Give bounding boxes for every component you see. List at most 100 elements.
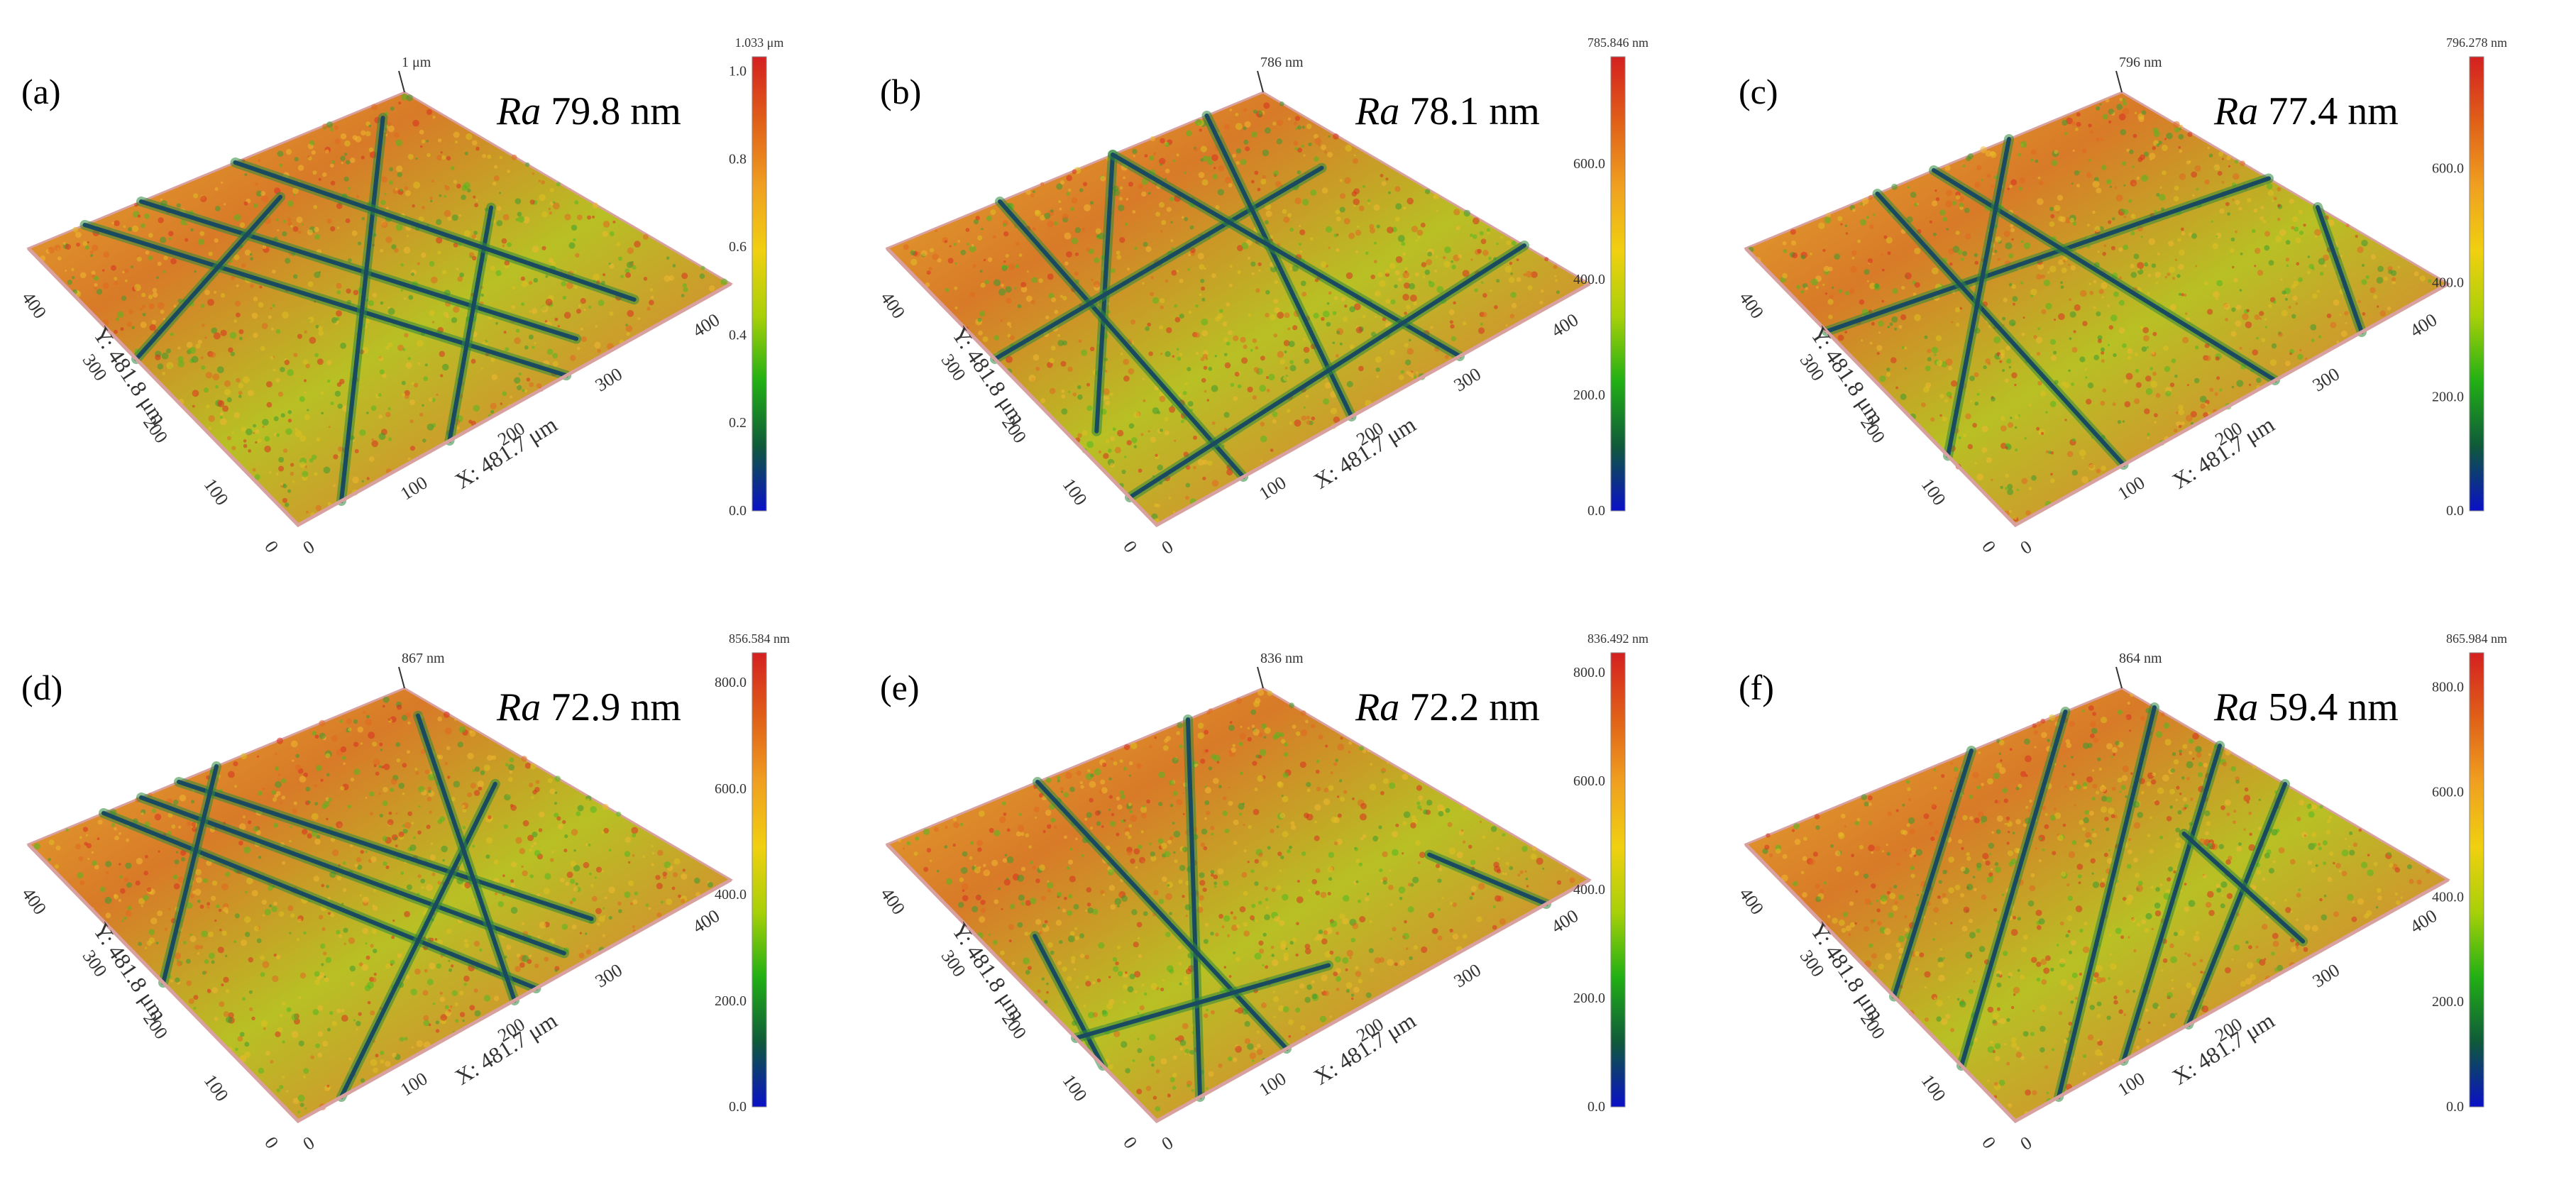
peak-marker [1257, 666, 1264, 689]
surface-texture [33, 696, 713, 1114]
scratch-groove [998, 199, 1245, 479]
scratch-groove [416, 713, 517, 1003]
panel-f: 864 nm 0 100 200 300 400 0 100 200 300 400 X: 481.7… [1717, 596, 2576, 1192]
peak-marker [1257, 70, 1264, 93]
ra-value: 77.4 nm [2268, 89, 2399, 133]
colorbar-tick-label: 0.0 [2446, 1099, 2464, 1115]
surface-edge [27, 247, 732, 528]
colorbar-max-label: 785.846 nm [1587, 35, 1648, 50]
colorbar-tick-label: 0.6 [729, 239, 747, 255]
colorbar-tick-label: 0.2 [729, 415, 747, 431]
scratch-groove [139, 199, 579, 341]
colorbar-tick-label: 200.0 [715, 993, 747, 1009]
x-tick-label: 100 [1255, 1068, 1289, 1100]
ra-symbol: Ra [1355, 89, 1400, 133]
x-tick-label: 100 [1255, 472, 1289, 504]
scratch-groove [339, 781, 497, 1099]
panel-label: (e) [880, 668, 920, 707]
y-tick-label: 0 [1119, 1133, 1141, 1152]
colorbar [2469, 652, 2484, 1108]
colorbar-tick-label: 600.0 [1573, 156, 1605, 172]
scratch-groove [1932, 168, 2277, 382]
colorbar-tick-label: 800.0 [1573, 665, 1605, 680]
y-tick-label: 100 [1917, 1071, 1950, 1105]
panel-c: 796 nm 0 100 200 300 400 0 100 200 300 400 X: 481.7… [1717, 0, 2576, 596]
colorbar-tick-label: 0.0 [1587, 503, 1605, 519]
surface-edge [27, 843, 732, 1124]
scratch-groove [2316, 205, 2364, 334]
y-tick-label: 0 [1978, 537, 2000, 556]
panel-label: (b) [880, 72, 922, 111]
x-tick-label: 0 [299, 1132, 318, 1154]
colorbar-tick-label: 400.0 [715, 887, 747, 903]
surface-area [26, 687, 734, 1122]
colorbar [752, 56, 767, 512]
scratch-groove [177, 780, 594, 921]
roughness-ra-label: Ra 72.2 nm [1355, 685, 1540, 730]
surface-edge [1744, 247, 2450, 528]
x-tick-label: 0 [2017, 536, 2035, 558]
x-tick-label: 300 [2309, 363, 2343, 395]
ra-symbol: Ra [2214, 685, 2259, 729]
colorbar-tick-label: 400.0 [2432, 889, 2464, 905]
y-tick-label: 400 [18, 884, 50, 919]
y-tick-label: 400 [1735, 884, 1768, 919]
colorbar-tick-label: 600.0 [2432, 160, 2464, 176]
panel-label: (c) [1739, 72, 1778, 111]
colorbar-tick-label: 0.4 [729, 327, 747, 343]
peak-label: 796 nm [2119, 55, 2162, 70]
y-tick-label: 100 [200, 475, 233, 509]
y-tick-label: 0 [260, 1133, 282, 1152]
ra-symbol: Ra [1355, 685, 1400, 729]
scratch-groove [1128, 243, 1526, 500]
roughness-ra-label: Ra 78.1 nm [1355, 89, 1540, 134]
ra-value: 59.4 nm [2268, 685, 2399, 729]
surface-area [885, 687, 1592, 1122]
y-tick-label: 400 [876, 288, 909, 323]
x-tick-label: 400 [689, 905, 723, 937]
colorbar-tick-label: 400.0 [2432, 275, 2464, 291]
scratch-groove [233, 160, 637, 302]
y-tick-label: 400 [876, 884, 909, 919]
y-tick-label: 0 [1978, 1133, 2000, 1152]
peak-marker [2115, 666, 2123, 689]
peak-marker [2115, 70, 2123, 93]
scratch-groove [1035, 780, 1289, 1051]
colorbar-tick-label: 200.0 [1573, 387, 1605, 403]
colorbar-tick-label: 600.0 [1573, 773, 1605, 789]
x-tick-label: 300 [592, 363, 626, 395]
colorbar-tick-label: 1.0 [729, 63, 747, 79]
peak-label: 864 nm [2119, 651, 2162, 666]
peak-label: 786 nm [1260, 55, 1304, 70]
x-tick-label: 400 [2406, 309, 2440, 341]
scratch-groove [1875, 192, 2126, 467]
colorbar-tick-label: 200.0 [2432, 389, 2464, 404]
scratch-groove [1186, 717, 1202, 1099]
scratch-groove [1946, 137, 2011, 458]
y-tick-label: 100 [1917, 475, 1950, 509]
peak-marker [398, 70, 405, 93]
y-tick-label: 100 [1059, 1071, 1091, 1105]
x-tick-label: 300 [1451, 959, 1485, 991]
y-tick-label: 400 [1735, 288, 1768, 323]
colorbar-tick-label: 800.0 [2432, 680, 2464, 695]
ra-symbol: Ra [497, 89, 541, 133]
scratch-groove [1074, 963, 1331, 1040]
x-tick-label: 400 [1548, 905, 1582, 937]
y-tick-label: 100 [1059, 475, 1091, 509]
y-tick-label: 400 [18, 288, 50, 323]
colorbar-tick-label: 0.0 [2446, 503, 2464, 519]
surface-area [1744, 91, 2451, 526]
x-tick-label: 300 [1451, 363, 1485, 395]
ra-value: 78.1 nm [1409, 89, 1540, 133]
surface-texture [1748, 97, 2438, 522]
scratch-groove [1892, 749, 1974, 999]
scratch-groove [2121, 744, 2222, 1063]
colorbar [752, 652, 767, 1108]
panel-a: 1 μm 0 100 200 300 400 0 100 200 300 400 X: 481.7 μ… [0, 0, 859, 596]
